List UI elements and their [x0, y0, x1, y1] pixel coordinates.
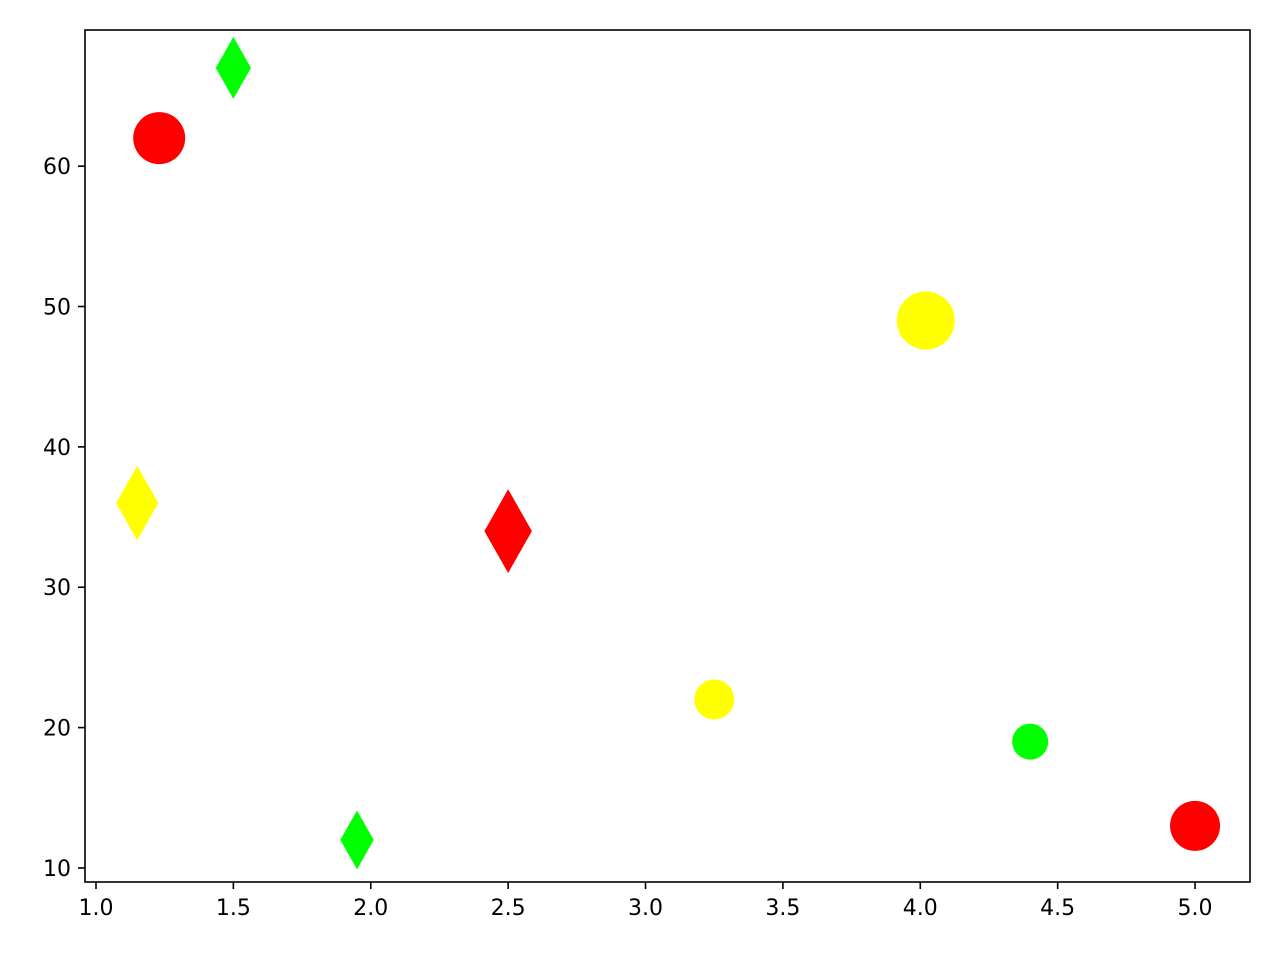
x-axis: 1.0 1.5 2.0 2.5 3.0 3.5 4.0 4.5 5.0 — [78, 882, 1213, 921]
y-tick-label: 60 — [43, 155, 71, 180]
scatter-point-diamond — [484, 489, 532, 573]
x-tick-label: 1.5 — [216, 896, 251, 921]
scatter-point-circle — [896, 291, 955, 350]
scatter-point-diamond — [116, 465, 159, 541]
scatter-point-circle — [1170, 800, 1221, 851]
y-tick-label: 20 — [43, 717, 71, 742]
x-tick-label: 3.0 — [628, 896, 663, 921]
scatter-point-circle — [694, 679, 735, 720]
y-tick-label: 40 — [43, 436, 71, 461]
x-tick-label: 2.5 — [491, 896, 526, 921]
plot-area-frame — [84, 29, 1251, 883]
x-tick-label: 1.0 — [78, 896, 113, 921]
x-tick-label: 4.5 — [1040, 896, 1075, 921]
y-tick-label: 10 — [43, 857, 71, 882]
scatter-point-circle — [133, 112, 186, 165]
x-tick-label: 3.5 — [765, 896, 800, 921]
y-axis: 10 20 30 40 50 60 — [43, 155, 85, 882]
scatter-point-diamond — [215, 36, 251, 99]
x-tick-label: 2.0 — [353, 896, 388, 921]
y-tick-label: 30 — [43, 576, 71, 601]
y-tick-label: 50 — [43, 296, 71, 321]
x-tick-label: 5.0 — [1178, 896, 1213, 921]
scatter-point-circle — [1012, 723, 1049, 760]
scatter-point-diamond — [340, 810, 374, 870]
data-markers — [116, 36, 1221, 870]
x-tick-label: 4.0 — [903, 896, 938, 921]
